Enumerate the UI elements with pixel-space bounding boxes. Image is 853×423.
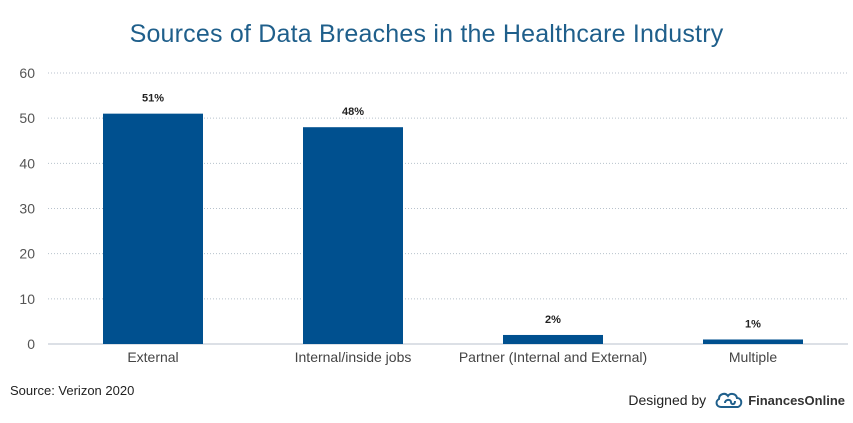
x-tick-label: Internal/inside jobs — [295, 349, 412, 365]
y-tick-label: 20 — [19, 246, 35, 262]
data-label: 51% — [142, 93, 164, 105]
brand-logo: FinancesOnline — [714, 390, 845, 410]
data-label: 48% — [342, 106, 364, 118]
brand-name: FinancesOnline — [748, 392, 845, 408]
designed-by-label: Designed by — [628, 392, 707, 408]
x-tick-label: External — [127, 349, 178, 365]
y-tick-label: 50 — [19, 110, 35, 126]
y-tick-label: 60 — [19, 65, 35, 81]
data-label: 1% — [745, 318, 761, 330]
x-tick-label: Multiple — [729, 349, 777, 365]
y-tick-label: 10 — [19, 291, 35, 307]
x-tick-label: Partner (Internal and External) — [459, 349, 647, 365]
y-tick-label: 0 — [27, 336, 35, 352]
cloud-logo-icon — [715, 392, 743, 408]
bar — [703, 339, 803, 344]
chart-title: Sources of Data Breaches in the Healthca… — [129, 20, 724, 48]
designer-credit: Designed by FinancesOnline — [628, 390, 845, 410]
bar — [303, 127, 403, 344]
data-label: 2% — [545, 314, 561, 326]
y-tick-label: 30 — [19, 201, 35, 217]
bar — [503, 334, 603, 344]
source-note: Source: Verizon 2020 — [10, 383, 135, 398]
bar — [103, 113, 203, 345]
y-tick-label: 40 — [19, 155, 35, 171]
